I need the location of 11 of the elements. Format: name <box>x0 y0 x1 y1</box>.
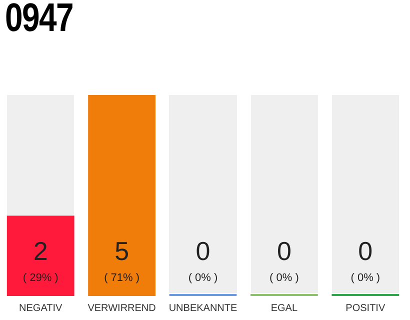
x-tick-label: POSITIV <box>346 302 386 314</box>
data-label: 0 ( 0% ) <box>188 236 218 284</box>
x-tick-label: VERWIRREND <box>88 302 156 314</box>
data-label: 5 ( 71% ) <box>104 236 140 284</box>
data-label: 0 ( 0% ) <box>350 236 380 284</box>
x-tick-label: EGAL <box>270 302 298 314</box>
x-tick-label: NEGATIV <box>19 302 63 314</box>
data-label: 2 ( 29% ) <box>22 236 58 284</box>
x-tick-label: UNBEKANNTE <box>168 302 238 314</box>
chart-title: 0947 <box>5 0 73 41</box>
data-label: 0 ( 0% ) <box>270 236 299 284</box>
